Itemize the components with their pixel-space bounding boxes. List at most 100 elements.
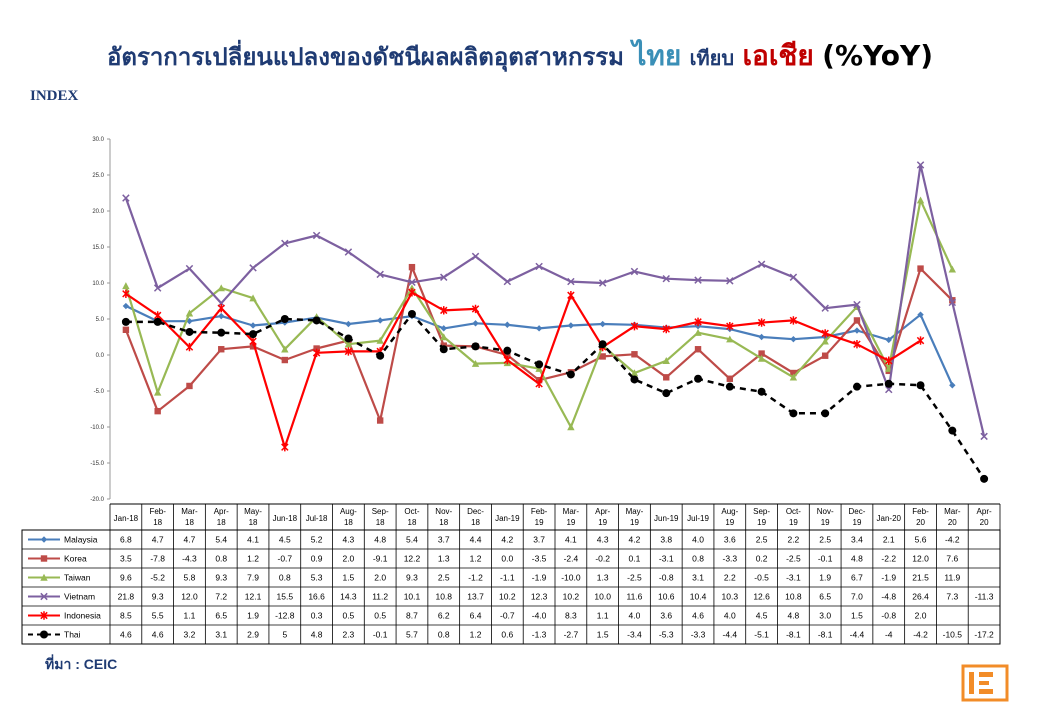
category-label: Jul-18 (306, 514, 328, 523)
data-label-malaysia: 3.7 (438, 535, 450, 545)
category-label: Apr- (977, 507, 992, 516)
data-label-indonesia: 4.8 (787, 611, 799, 621)
point-vietnam (789, 273, 798, 281)
point-indonesia (853, 340, 861, 349)
data-label-malaysia: 4.2 (501, 535, 513, 545)
data-label-vietnam: 12.6 (753, 592, 770, 602)
y-tick-label: -20.0 (90, 497, 104, 503)
point-vietnam (312, 231, 321, 240)
logo-frame (961, 664, 1009, 702)
data-label-indonesia: 6.4 (470, 611, 482, 621)
point-korea (154, 407, 161, 415)
data-label-malaysia: 4.4 (470, 535, 482, 545)
point-malaysia (567, 322, 575, 329)
data-label-malaysia: 3.4 (851, 535, 863, 545)
category-label: 19 (757, 518, 766, 527)
data-label-thai: 3.2 (184, 630, 196, 640)
data-label-korea: -7.8 (150, 554, 165, 564)
data-label-korea: 2.0 (342, 554, 354, 564)
data-label-taiwan: 5.3 (311, 573, 323, 583)
data-label-indonesia: 1.1 (184, 611, 196, 621)
point-thai (344, 334, 353, 343)
point-indonesia (440, 306, 448, 315)
point-taiwan (948, 265, 957, 273)
point-malaysia (599, 320, 606, 328)
point-korea (313, 345, 320, 352)
data-label-taiwan: 9.3 (406, 573, 418, 583)
category-label: 19 (725, 518, 734, 527)
data-label-vietnam: 10.0 (594, 592, 611, 602)
legend-marker-indonesia (40, 611, 48, 620)
point-thai (535, 360, 544, 369)
category-label: Nov- (435, 507, 452, 516)
point-taiwan (440, 333, 448, 341)
category-label: Mar- (181, 507, 198, 516)
data-label-indonesia: 2.0 (915, 611, 927, 621)
data-label-vietnam: 10.4 (690, 592, 707, 602)
point-vietnam (122, 194, 130, 202)
data-label-korea: 1.2 (247, 554, 259, 564)
legend-label-korea: Korea (64, 554, 87, 564)
point-vietnam (344, 248, 353, 256)
point-vietnam (885, 385, 893, 394)
category-label: 18 (185, 518, 194, 527)
data-label-vietnam: 12.0 (181, 592, 198, 602)
data-label-malaysia: 4.3 (597, 535, 609, 545)
point-korea (726, 375, 734, 382)
data-label-vietnam: 6.5 (819, 592, 831, 602)
data-label-thai: 3.1 (215, 630, 227, 640)
point-taiwan (217, 284, 225, 292)
data-label-thai: -0.1 (373, 630, 388, 640)
category-label: 19 (566, 518, 575, 527)
point-taiwan (821, 337, 829, 345)
category-label: Dec- (849, 507, 866, 516)
title-yoy: (%YoY) (822, 39, 934, 72)
point-malaysia (440, 325, 447, 332)
data-label-malaysia: 4.7 (152, 535, 164, 545)
point-thai (630, 375, 639, 384)
data-label-taiwan: 7.9 (247, 573, 259, 583)
category-label: Feb- (149, 507, 166, 516)
data-label-indonesia: -4.0 (532, 611, 547, 621)
legend-label-indonesia: Indonesia (64, 611, 101, 621)
data-label-thai: -8.1 (818, 630, 833, 640)
data-label-vietnam: 9.3 (152, 592, 164, 602)
data-label-taiwan: 11.9 (944, 573, 960, 583)
point-thai (407, 309, 416, 318)
y-tick-label: 0.0 (96, 353, 105, 359)
data-label-indonesia: 1.5 (851, 611, 863, 621)
data-label-korea: 7.6 (946, 554, 958, 564)
data-label-malaysia: 4.1 (247, 535, 259, 545)
data-label-indonesia: 0.3 (311, 611, 323, 621)
chart-title: อัตราการเปลี่ยนแปลงของดัชนีผลผลิตอุตสาหก… (0, 34, 1040, 78)
data-label-taiwan: 3.1 (692, 573, 704, 583)
point-indonesia (567, 291, 575, 300)
category-label: 19 (789, 518, 798, 527)
point-vietnam (694, 276, 702, 284)
point-thai (439, 345, 448, 354)
point-taiwan (916, 196, 925, 204)
data-label-vietnam: 15.5 (277, 592, 294, 602)
point-taiwan (249, 294, 257, 302)
data-label-korea: 0.1 (629, 554, 641, 564)
data-label-taiwan: -1.9 (881, 573, 896, 583)
point-thai (598, 340, 607, 349)
category-label: 18 (471, 518, 480, 527)
data-label-korea: -3.3 (722, 554, 737, 564)
data-label-indonesia: 3.6 (660, 611, 672, 621)
data-label-thai: -8.1 (786, 630, 801, 640)
category-label: Jun-19 (654, 514, 679, 523)
data-label-taiwan: -1.9 (532, 573, 547, 583)
category-label: Mar- (944, 507, 961, 516)
data-label-vietnam: 12.3 (531, 592, 548, 602)
data-label-malaysia: 5.2 (311, 535, 323, 545)
point-malaysia (249, 322, 257, 329)
point-vietnam (853, 300, 861, 309)
data-label-malaysia: 3.8 (660, 535, 672, 545)
series-taiwan (122, 196, 957, 431)
data-label-indonesia: 3.0 (819, 611, 831, 621)
data-label-indonesia: 6.5 (215, 611, 227, 621)
data-label-korea: -0.7 (277, 554, 292, 564)
data-label-thai: -4.4 (850, 630, 865, 640)
data-label-thai: -17.2 (974, 630, 994, 640)
